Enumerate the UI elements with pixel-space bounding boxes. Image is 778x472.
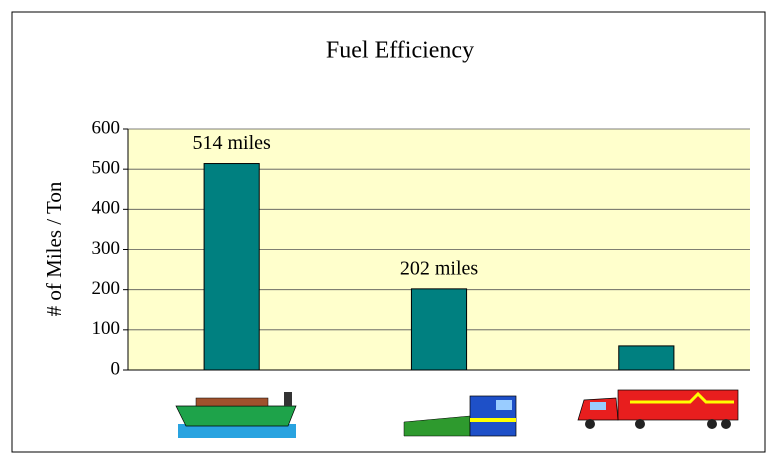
bar bbox=[203, 163, 260, 371]
chart-title: Fuel Efficiency bbox=[326, 38, 474, 64]
y-tick-label: 100 bbox=[92, 318, 121, 339]
value-label: 202 miles bbox=[400, 257, 479, 279]
y-tick-label: 500 bbox=[92, 158, 121, 179]
y-tick-label: 600 bbox=[92, 117, 121, 138]
y-tick-label: 200 bbox=[92, 278, 121, 299]
train-icon bbox=[403, 395, 517, 437]
value-label: 514 miles bbox=[192, 132, 271, 154]
bar bbox=[618, 345, 675, 371]
y-axis-label: # of Miles / Ton bbox=[42, 181, 66, 316]
y-tick-label: 0 bbox=[111, 358, 121, 379]
bar bbox=[410, 288, 468, 371]
ship-icon bbox=[175, 392, 297, 438]
y-tick-label: 400 bbox=[92, 198, 121, 219]
truck-icon bbox=[577, 389, 739, 429]
y-tick-label: 300 bbox=[92, 238, 121, 259]
